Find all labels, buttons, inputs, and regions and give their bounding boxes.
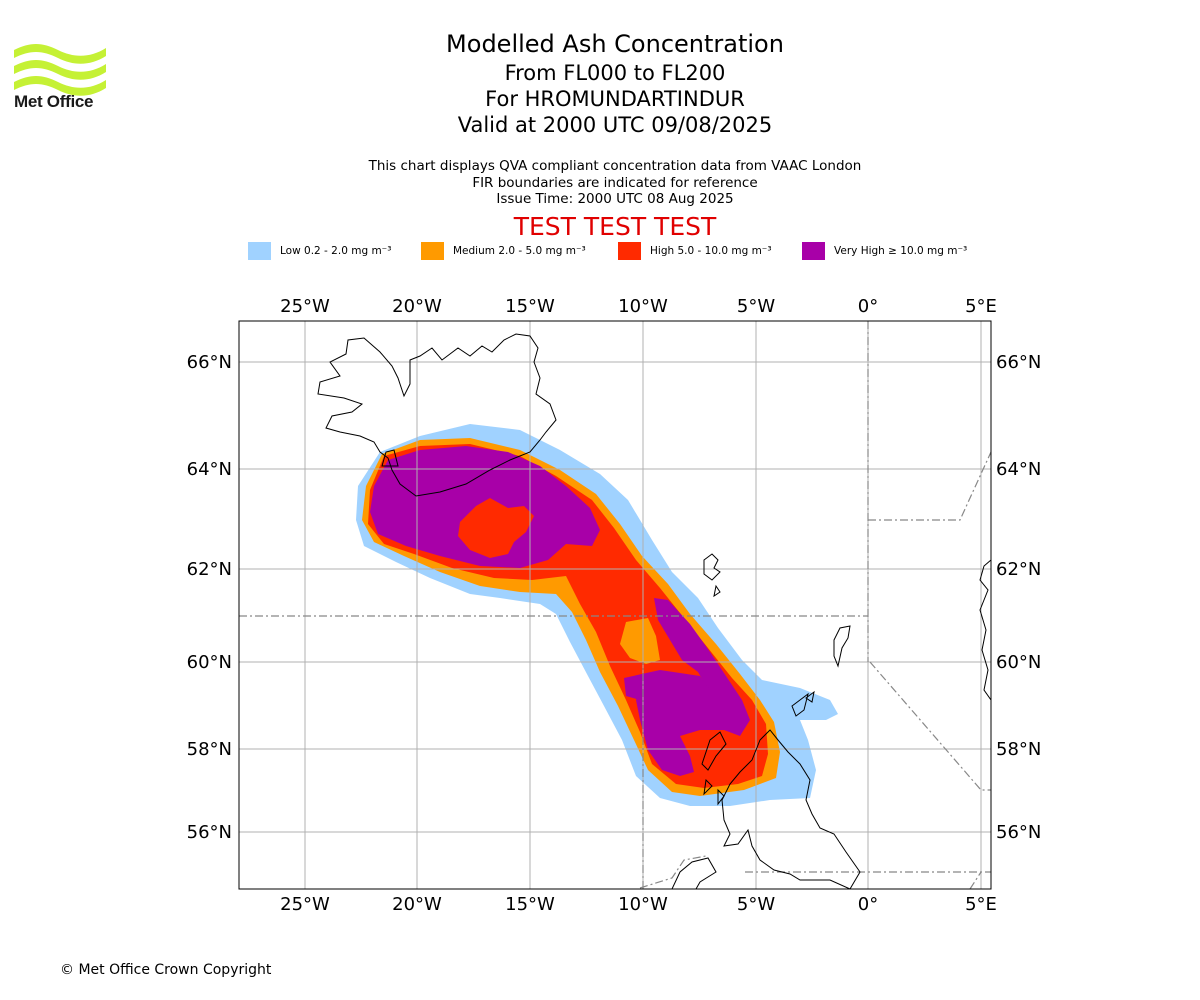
lat-label: 58°N: [996, 739, 1041, 760]
hromundartindur-marker: [381, 449, 399, 467]
legend-label-low: Low 0.2 - 2.0 mg m⁻³: [280, 245, 392, 257]
lon-label: 0°: [858, 894, 878, 915]
lon-labels-top: 25°W 20°W 15°W 10°W 5°W 0° 5°E: [280, 296, 997, 317]
lat-label: 62°N: [187, 559, 232, 580]
lon-label: 5°W: [737, 894, 775, 915]
lat-label: 56°N: [187, 822, 232, 843]
lon-label: 5°W: [737, 296, 775, 317]
lat-label: 66°N: [996, 352, 1041, 373]
lon-labels-bottom: 25°W 20°W 15°W 10°W 5°W 0° 5°E: [280, 894, 997, 915]
lon-label: 25°W: [280, 894, 330, 915]
shetland-islands: [833, 625, 851, 668]
faroe-islands: [703, 553, 721, 598]
lon-label: 25°W: [280, 296, 330, 317]
lon-label: 15°W: [505, 296, 555, 317]
subtitle-line-1: This chart displays QVA compliant concen…: [368, 158, 862, 174]
test-banner: TEST TEST TEST: [513, 212, 717, 241]
lat-labels-left: 66°N 64°N 62°N 60°N 58°N 56°N: [187, 352, 232, 843]
lon-label: 0°: [858, 296, 878, 317]
legend: Low 0.2 - 2.0 mg m⁻³ Medium 2.0 - 5.0 mg…: [0, 242, 1200, 266]
copyright: © Met Office Crown Copyright: [60, 962, 272, 978]
title-line-2: From FL000 to FL200: [504, 61, 726, 85]
legend-swatch-low: [248, 242, 271, 260]
lat-label: 60°N: [996, 652, 1041, 673]
lon-label: 5°E: [965, 296, 997, 317]
norway-coast: [979, 559, 991, 701]
coastlines: [317, 333, 991, 889]
legend-label-very-high: Very High ≥ 10.0 mg m⁻³: [834, 245, 968, 257]
lat-label: 60°N: [187, 652, 232, 673]
legend-label-medium: Medium 2.0 - 5.0 mg m⁻³: [453, 245, 586, 257]
iceland-coast: [317, 333, 557, 497]
map-frame: [238, 320, 992, 890]
legend-label-high: High 5.0 - 10.0 mg m⁻³: [650, 245, 772, 257]
legend-swatch-medium: [421, 242, 444, 260]
ash-high-pocket: [458, 498, 534, 558]
lon-label: 10°W: [618, 894, 668, 915]
lon-label: 10°W: [618, 296, 668, 317]
lat-label: 56°N: [996, 822, 1041, 843]
ash-medium-island: [620, 618, 660, 664]
subtitle-line-3: Issue Time: 2000 UTC 08 Aug 2025: [496, 191, 734, 207]
lon-label: 15°W: [505, 894, 555, 915]
subtitle-line-2: FIR boundaries are indicated for referen…: [472, 174, 758, 191]
lon-label: 20°W: [392, 296, 442, 317]
legend-swatch-very-high: [802, 242, 825, 260]
title-line-1: Modelled Ash Concentration: [446, 30, 784, 58]
legend-item-high: High 5.0 - 10.0 mg m⁻³: [618, 242, 772, 260]
gridlines: [239, 321, 991, 889]
scotland-coast: [721, 729, 861, 889]
lon-label: 20°W: [392, 894, 442, 915]
lat-label: 62°N: [996, 559, 1041, 580]
hebrides: [701, 731, 727, 806]
chart-subtitle: This chart displays QVA compliant concen…: [0, 158, 1200, 208]
legend-item-low: Low 0.2 - 2.0 mg m⁻³: [248, 242, 391, 260]
lat-labels-right: 66°N 64°N 62°N 60°N 58°N 56°N: [996, 352, 1041, 843]
lat-label: 66°N: [187, 352, 232, 373]
lat-label: 58°N: [187, 739, 232, 760]
title-line-3: For HROMUNDARTINDUR: [485, 87, 745, 111]
map-area: [239, 321, 991, 889]
title-line-4: Valid at 2000 UTC 09/08/2025: [457, 113, 773, 137]
orkney-islands: [791, 690, 815, 717]
lat-label: 64°N: [996, 459, 1041, 480]
ash-very-high-region-central: [624, 670, 710, 700]
met-office-logo: [14, 44, 106, 96]
lon-label: 5°E: [965, 894, 997, 915]
fir-boundaries: [239, 321, 991, 889]
chart-title: Modelled Ash Concentration From FL000 to…: [0, 28, 1200, 138]
ireland-coast: [671, 857, 717, 889]
legend-item-medium: Medium 2.0 - 5.0 mg m⁻³: [421, 242, 586, 260]
ash-very-high-region-south: [636, 598, 750, 776]
lat-label: 64°N: [187, 459, 232, 480]
logo-text: Met Office: [14, 92, 94, 111]
legend-swatch-high: [618, 242, 641, 260]
legend-item-very-high: Very High ≥ 10.0 mg m⁻³: [802, 242, 967, 260]
